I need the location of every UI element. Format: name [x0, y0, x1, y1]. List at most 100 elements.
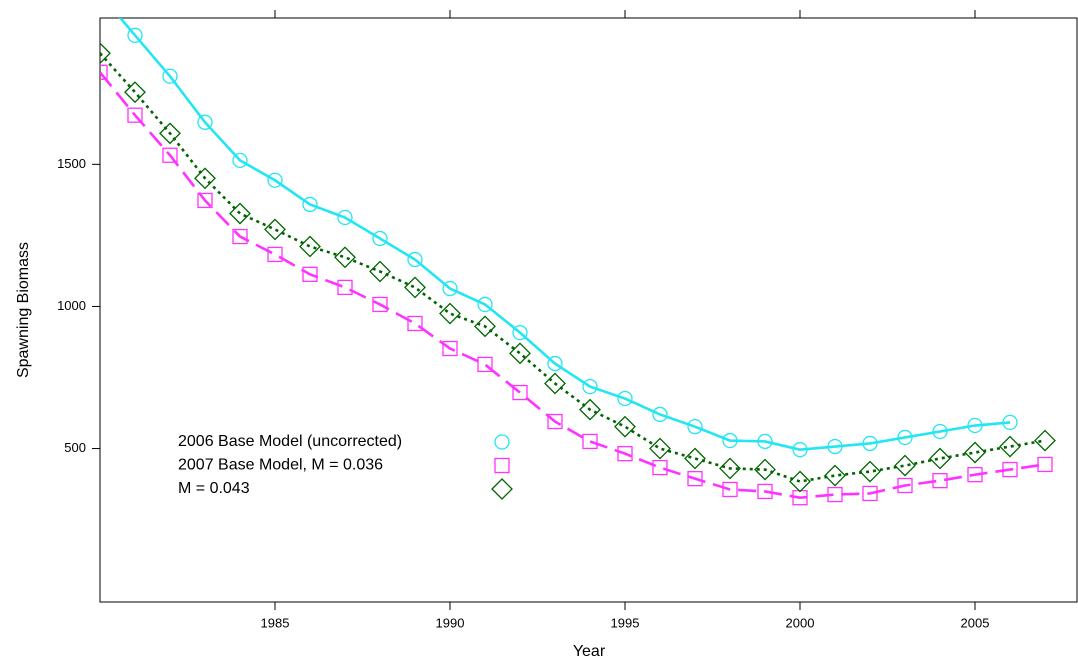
x-tick-label: 2005	[961, 615, 990, 630]
marker	[932, 473, 948, 489]
marker	[127, 107, 143, 123]
marker	[477, 356, 493, 373]
marker	[232, 228, 248, 245]
marker	[684, 447, 706, 470]
marker	[687, 471, 703, 487]
legend-label: 2006 Base Model (uncorrected)	[178, 433, 402, 450]
marker	[407, 251, 423, 268]
marker	[334, 246, 356, 269]
marker	[474, 315, 496, 338]
marker	[509, 342, 531, 365]
marker	[162, 68, 178, 84]
marker	[789, 470, 811, 493]
x-axis-label: Year	[573, 643, 606, 660]
marker	[337, 209, 353, 226]
marker	[302, 266, 318, 282]
marker	[159, 122, 181, 145]
marker	[652, 406, 668, 423]
marker	[824, 464, 846, 487]
plot-area	[100, 18, 1056, 506]
marker	[100, 42, 111, 65]
x-tick-label: 1985	[261, 615, 290, 630]
marker	[617, 390, 633, 407]
marker	[477, 296, 493, 313]
marker	[582, 378, 598, 395]
marker	[442, 280, 458, 297]
marker	[792, 442, 808, 458]
marker	[124, 81, 146, 104]
series-line	[100, 52, 1046, 483]
marker	[652, 459, 668, 476]
marker	[757, 433, 773, 450]
marker	[579, 398, 601, 421]
marker	[722, 432, 738, 449]
marker	[302, 196, 318, 213]
marker	[407, 315, 423, 332]
marker	[512, 384, 528, 401]
marker	[827, 486, 843, 503]
marker	[967, 417, 983, 434]
legend-label: 2007 Base Model, M = 0.036	[178, 457, 383, 474]
marker	[999, 435, 1021, 458]
marker	[859, 460, 881, 483]
marker	[967, 467, 983, 483]
marker	[1034, 429, 1056, 452]
x-tick-label: 2000	[786, 615, 815, 630]
y-tick-label: 500	[64, 440, 86, 455]
marker	[229, 202, 251, 225]
plot-frame	[99, 17, 1078, 603]
x-tick-label: 1995	[611, 615, 640, 630]
marker	[264, 218, 286, 241]
marker	[617, 446, 633, 462]
marker	[719, 457, 741, 480]
marker	[162, 147, 178, 163]
series-line	[100, 71, 1046, 500]
y-tick-label: 1000	[57, 298, 86, 313]
marker	[1037, 456, 1053, 473]
marker	[369, 260, 391, 283]
marker	[127, 27, 143, 43]
legend-marker	[494, 434, 510, 450]
marker	[439, 302, 461, 325]
marker	[862, 485, 878, 502]
marker	[862, 435, 878, 452]
marker	[442, 340, 458, 357]
marker	[404, 276, 426, 299]
marker	[649, 437, 671, 460]
marker	[932, 423, 948, 440]
x-tick-label: 1990	[436, 615, 465, 630]
marker	[897, 429, 913, 446]
marker	[894, 454, 916, 477]
series-line	[118, 18, 1011, 451]
marker	[754, 458, 776, 481]
marker	[512, 324, 528, 341]
marker	[100, 64, 108, 80]
marker	[267, 172, 283, 188]
marker	[964, 441, 986, 464]
y-tick-label: 1500	[57, 156, 86, 171]
marker	[194, 167, 216, 190]
marker	[614, 415, 636, 438]
marker	[547, 355, 563, 372]
marker	[299, 235, 321, 258]
marker	[232, 152, 248, 169]
marker	[197, 114, 213, 130]
marker	[757, 483, 773, 500]
legend-label: M = 0.043	[178, 480, 250, 497]
marker	[372, 230, 388, 247]
marker	[929, 447, 951, 470]
marker	[827, 438, 843, 455]
marker	[1002, 461, 1018, 478]
marker	[1002, 414, 1018, 431]
marker	[544, 372, 566, 395]
marker	[897, 477, 913, 494]
marker	[267, 246, 283, 263]
legend-marker	[491, 478, 513, 500]
legend-marker	[494, 457, 510, 474]
marker	[687, 419, 703, 435]
marker	[722, 481, 738, 498]
marker	[547, 413, 563, 430]
marker	[197, 192, 213, 209]
marker	[337, 279, 353, 296]
